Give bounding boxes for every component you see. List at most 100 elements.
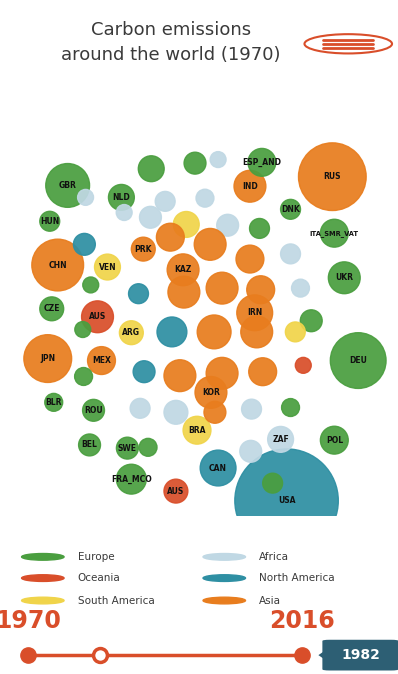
Circle shape: [210, 152, 226, 168]
Text: 1970: 1970: [0, 609, 61, 634]
Circle shape: [157, 317, 187, 347]
Circle shape: [46, 164, 90, 208]
Text: POL: POL: [326, 435, 343, 445]
Text: JPN: JPN: [40, 354, 55, 363]
Circle shape: [95, 254, 121, 280]
Circle shape: [217, 214, 238, 236]
Text: DNK: DNK: [281, 205, 300, 214]
Text: HUN: HUN: [40, 217, 59, 226]
Circle shape: [167, 254, 199, 286]
Text: BEL: BEL: [82, 440, 98, 450]
Circle shape: [129, 284, 148, 304]
Text: USA: USA: [278, 496, 295, 505]
Text: IND: IND: [242, 182, 258, 191]
Circle shape: [281, 200, 300, 219]
Circle shape: [281, 244, 300, 264]
Circle shape: [235, 449, 338, 553]
Circle shape: [82, 301, 113, 333]
Text: IRN: IRN: [247, 308, 262, 317]
Circle shape: [168, 276, 200, 308]
Circle shape: [78, 434, 100, 456]
Circle shape: [75, 367, 92, 386]
Circle shape: [83, 400, 104, 421]
Circle shape: [164, 400, 188, 424]
Circle shape: [320, 426, 348, 454]
Circle shape: [133, 361, 155, 383]
Text: Oceania: Oceania: [78, 573, 120, 583]
Circle shape: [263, 473, 283, 493]
Circle shape: [21, 597, 64, 604]
Text: KOR: KOR: [202, 388, 220, 397]
Circle shape: [194, 228, 226, 260]
Circle shape: [206, 272, 238, 304]
Circle shape: [295, 357, 311, 373]
Circle shape: [203, 597, 246, 604]
Circle shape: [247, 276, 275, 304]
Circle shape: [24, 335, 72, 382]
Text: CAN: CAN: [209, 464, 227, 472]
Circle shape: [200, 450, 236, 486]
Text: MEX: MEX: [92, 356, 111, 365]
Circle shape: [291, 279, 310, 297]
Text: GBR: GBR: [59, 181, 76, 190]
Circle shape: [21, 575, 64, 582]
Text: Africa: Africa: [259, 552, 289, 562]
Circle shape: [130, 398, 150, 419]
Text: AUS: AUS: [89, 312, 106, 321]
Text: UKR: UKR: [335, 273, 353, 282]
Text: DEU: DEU: [349, 356, 367, 365]
Circle shape: [195, 377, 227, 408]
Circle shape: [237, 295, 273, 331]
Text: ARG: ARG: [122, 328, 140, 337]
Circle shape: [300, 310, 322, 332]
Text: Europe: Europe: [78, 552, 114, 562]
Circle shape: [285, 322, 305, 342]
Text: PRK: PRK: [135, 245, 152, 253]
Circle shape: [139, 156, 164, 182]
Text: FRA_MCO: FRA_MCO: [111, 474, 152, 484]
Circle shape: [40, 212, 60, 231]
Text: North America: North America: [259, 573, 335, 583]
Circle shape: [108, 185, 134, 210]
Text: CZE: CZE: [43, 305, 60, 313]
Polygon shape: [318, 646, 331, 664]
Text: VEN: VEN: [99, 263, 116, 272]
Circle shape: [241, 316, 273, 348]
Circle shape: [236, 245, 264, 273]
Circle shape: [196, 189, 214, 207]
Circle shape: [139, 438, 157, 456]
Text: Carbon emissions
around the world (1970): Carbon emissions around the world (1970): [61, 21, 281, 63]
FancyBboxPatch shape: [322, 640, 398, 671]
Circle shape: [164, 479, 188, 503]
Circle shape: [249, 358, 277, 386]
Circle shape: [73, 233, 96, 255]
Text: ITA_SMR_VAT: ITA_SMR_VAT: [310, 230, 359, 237]
Circle shape: [116, 204, 132, 220]
Text: 1982: 1982: [341, 648, 380, 662]
Text: BLR: BLR: [45, 398, 62, 407]
Circle shape: [204, 401, 226, 423]
Circle shape: [78, 189, 94, 206]
Circle shape: [116, 437, 139, 459]
Circle shape: [203, 575, 246, 582]
Text: ZAF: ZAF: [272, 435, 289, 444]
Circle shape: [45, 394, 63, 411]
Circle shape: [131, 237, 155, 261]
Text: NLD: NLD: [113, 193, 130, 202]
Text: AUS: AUS: [167, 487, 185, 495]
Circle shape: [119, 321, 143, 344]
Circle shape: [250, 218, 269, 239]
Circle shape: [197, 315, 231, 349]
Circle shape: [117, 464, 146, 494]
Circle shape: [298, 143, 366, 210]
Text: SWE: SWE: [118, 443, 137, 453]
Circle shape: [320, 219, 348, 247]
Circle shape: [88, 346, 115, 375]
Circle shape: [155, 191, 175, 212]
Circle shape: [32, 239, 84, 291]
Circle shape: [183, 417, 211, 444]
Circle shape: [139, 206, 162, 228]
Circle shape: [203, 553, 246, 560]
Circle shape: [267, 427, 293, 452]
Circle shape: [173, 212, 199, 237]
